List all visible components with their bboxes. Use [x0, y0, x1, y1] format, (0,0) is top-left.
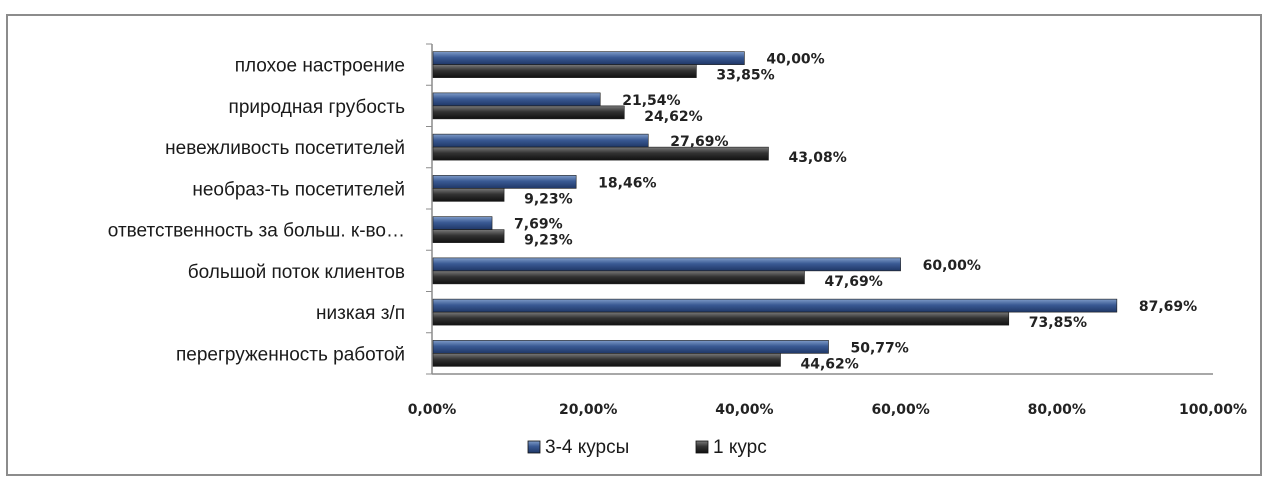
- category-label: плохое настроение: [235, 56, 405, 77]
- x-tick-label: 20,00%: [559, 402, 617, 418]
- bar-series-3-4: [432, 51, 745, 65]
- data-label: 21,54%: [622, 93, 680, 109]
- bar-series-3-4: [432, 216, 493, 230]
- data-label: 47,69%: [824, 274, 882, 290]
- legend-label: 3-4 курсы: [545, 437, 629, 458]
- chart-frame: [6, 14, 1262, 476]
- x-tick-label: 80,00%: [1028, 402, 1086, 418]
- data-label: 73,85%: [1029, 315, 1087, 331]
- x-tick-label: 100,00%: [1179, 402, 1247, 418]
- x-tick-label: 40,00%: [715, 402, 773, 418]
- category-label: низкая з/п: [316, 303, 405, 324]
- bar-series-3-4: [432, 175, 577, 189]
- category-label: природная грубость: [229, 97, 406, 118]
- bar-series-1: [432, 353, 781, 367]
- bar-series-1: [432, 311, 1010, 326]
- data-label: 9,23%: [524, 233, 573, 249]
- bar-series-1: [432, 64, 697, 78]
- bar-series-3-4: [432, 257, 901, 272]
- legend-swatch: [695, 440, 709, 454]
- legend-swatch: [527, 440, 541, 454]
- data-label: 60,00%: [923, 258, 981, 274]
- data-label: 33,85%: [716, 68, 774, 84]
- data-label: 50,77%: [851, 340, 909, 356]
- data-label: 24,62%: [644, 109, 702, 125]
- data-label: 7,69%: [514, 217, 563, 233]
- bar-series-3-4: [432, 133, 649, 148]
- bar-series-1: [432, 270, 805, 285]
- data-label: 87,69%: [1139, 299, 1197, 315]
- data-label: 43,08%: [788, 150, 846, 166]
- data-label: 9,23%: [524, 191, 573, 207]
- data-label: 27,69%: [670, 134, 728, 150]
- data-label: 40,00%: [766, 52, 824, 68]
- category-label: большой поток клиентов: [188, 262, 405, 283]
- bar-series-3-4: [432, 92, 601, 107]
- data-label: 18,46%: [598, 175, 656, 191]
- bar-series-1: [432, 188, 505, 202]
- category-label: невежливость посетителей: [165, 138, 405, 159]
- data-label: 44,62%: [800, 356, 858, 372]
- category-label: перегруженность работой: [176, 344, 405, 365]
- x-tick-label: 0,00%: [408, 402, 457, 418]
- bar-series-1: [432, 146, 769, 161]
- bar-series-3-4: [432, 298, 1118, 313]
- x-tick-label: 60,00%: [871, 402, 929, 418]
- category-label: необраз-ть посетителей: [192, 179, 405, 200]
- bar-series-3-4: [432, 340, 829, 354]
- legend: 3-4 курсы 1 курс: [527, 437, 767, 458]
- legend-label: 1 курс: [713, 437, 767, 458]
- bar-series-1: [432, 105, 625, 120]
- plot-area: 0,00% 20,00% 40,00% 60,00% 80,00% 100,00% плох…: [108, 43, 1247, 418]
- category-label: ответственность за больш. к-во…: [108, 221, 405, 242]
- bar-series-1: [432, 229, 505, 243]
